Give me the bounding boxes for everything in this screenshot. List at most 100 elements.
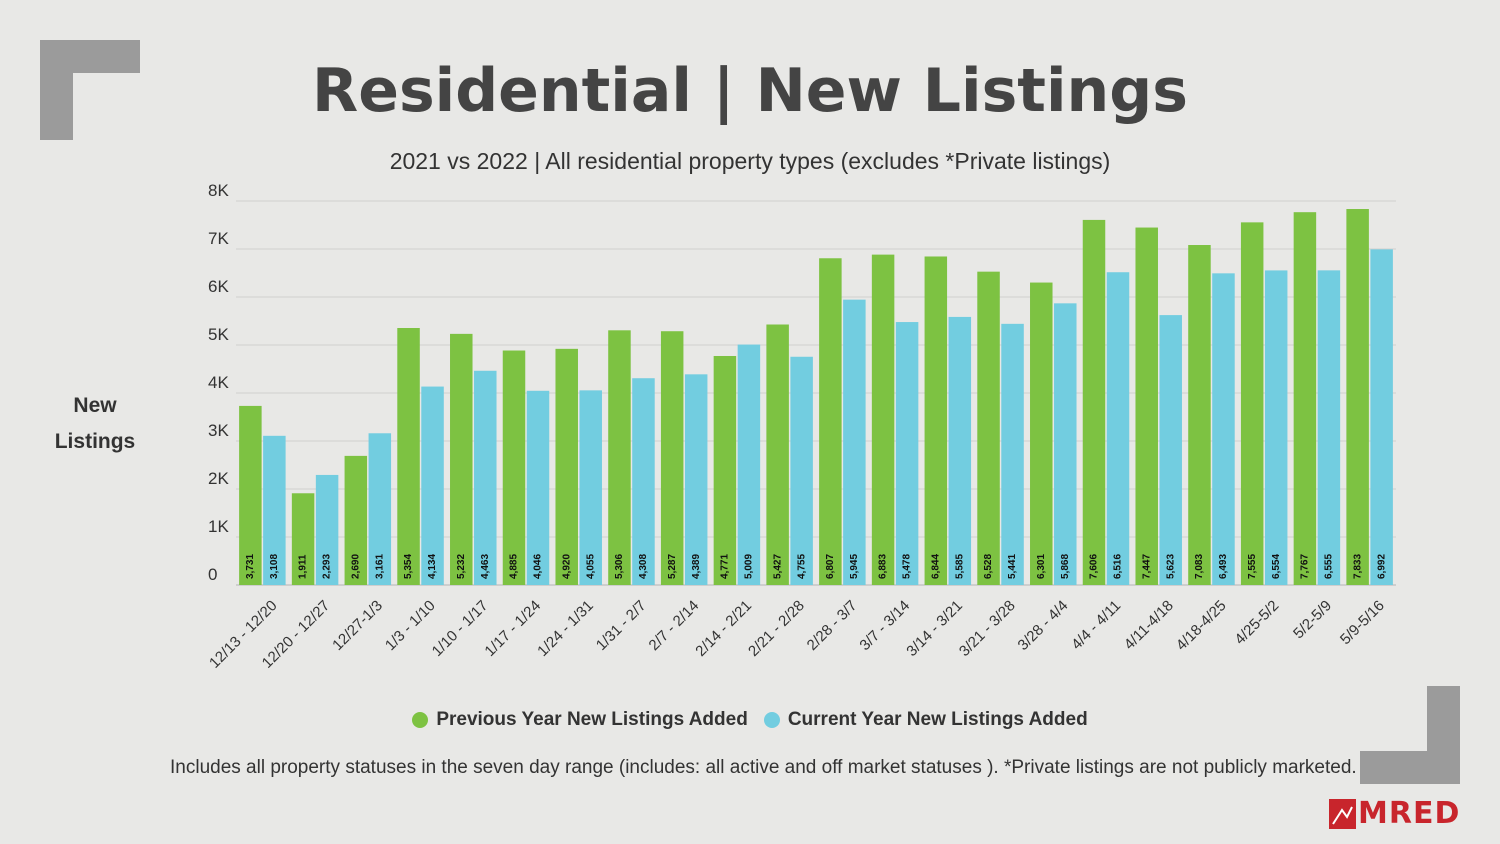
bar-current-year: [1106, 272, 1130, 585]
bar-value-label: 6,493: [1218, 554, 1229, 579]
bar-value-label: 6,807: [825, 554, 836, 579]
bar-previous-year: [1346, 209, 1369, 586]
bar-current-year: [1159, 315, 1182, 585]
bar-value-label: 4,463: [480, 554, 491, 579]
x-tick-label: 2/28 - 3/7: [804, 597, 861, 654]
bar-current-year: [1370, 249, 1393, 585]
bar-current-year: [1212, 273, 1235, 585]
x-tick-label: 1/10 - 1/17: [429, 597, 492, 660]
bar-value-label: 6,992: [1376, 554, 1387, 579]
bar-value-label: 4,389: [691, 554, 702, 579]
bar-value-label: 7,447: [1141, 554, 1152, 579]
bar-value-label: 3,161: [374, 554, 385, 579]
bar-value-label: 6,301: [1036, 554, 1047, 579]
bar-value-label: 4,885: [509, 554, 520, 579]
legend-label-previous-year: Previous Year New Listings Added: [436, 709, 748, 730]
bar-data-labels: 3,731 3,108 1,911 2,293 2,690 3,161 5,354 4,134…: [245, 554, 1387, 579]
bar-value-label: 7,606: [1089, 554, 1100, 579]
x-tick-label: 4/4 - 4/11: [1068, 597, 1124, 653]
bar-value-label: 5,945: [849, 554, 860, 579]
bar-value-label: 6,554: [1271, 554, 1282, 579]
bar-value-label: 5,287: [667, 554, 678, 579]
y-tick-label: 4K: [208, 373, 229, 392]
mred-logo: MRED: [1329, 798, 1460, 830]
bar-value-label: 4,055: [585, 554, 596, 579]
bar-value-label: 6,528: [983, 554, 994, 579]
mred-logo-mark-icon: [1329, 799, 1356, 829]
corner-bottom-right-horizontal: [1360, 751, 1460, 784]
bar-current-year: [737, 344, 761, 585]
bar-previous-year: [1293, 212, 1317, 585]
y-tick-label: 6K: [208, 277, 229, 296]
y-axis-label-line-2: Listings: [54, 430, 136, 453]
bar-previous-year: [977, 271, 1000, 585]
y-tick-label: 5K: [208, 325, 229, 344]
bar-value-label: 2,690: [350, 554, 361, 579]
bar-current-year: [579, 390, 602, 585]
bar-value-label: 5,441: [1007, 554, 1018, 579]
bar-current-year: [1264, 270, 1288, 585]
bar-previous-year: [871, 254, 895, 585]
corner-top-left-horizontal: [40, 40, 140, 73]
x-tick-label: 1/24 - 1/31: [534, 597, 597, 660]
bar-value-label: 5,232: [456, 554, 467, 579]
bar-value-label: 4,046: [533, 554, 544, 579]
bar-current-year: [684, 374, 708, 585]
bar-previous-year: [344, 455, 368, 585]
x-tick-label: 4/11-4/18: [1121, 597, 1177, 653]
bar-previous-year: [397, 328, 420, 585]
bar-value-label: 7,555: [1247, 554, 1258, 579]
bar-current-year: [315, 474, 339, 585]
y-tick-label: 1K: [208, 517, 229, 536]
bar-previous-year: [1030, 282, 1053, 585]
bar-previous-year: [291, 493, 315, 585]
legend: Previous Year New Listings Added Current…: [0, 709, 1500, 731]
legend-swatch-current-year: [763, 712, 780, 728]
bar-value-label: 6,555: [1324, 554, 1335, 579]
bar-chart: 0 1K 2K 3K 4K 5K 6K 7K 8K 3,731 3,108 1,911 2,293 2,…: [206, 181, 1396, 672]
y-tick-label: 7K: [208, 229, 229, 248]
bar-current-year: [790, 356, 813, 585]
bar-previous-year: [1135, 227, 1158, 585]
bar-value-label: 1,911: [298, 554, 309, 579]
bar-current-year: [474, 370, 497, 585]
footnote: Includes all property statuses in the se…: [170, 757, 1357, 778]
bar-value-label: 5,306: [614, 554, 625, 579]
y-tick-label: 2K: [208, 469, 229, 488]
bar-previous-year: [766, 324, 789, 585]
x-tick-label: 4/25-5/2: [1231, 597, 1282, 648]
bar-previous-year: [450, 333, 473, 585]
bars: [239, 209, 1393, 586]
bar-previous-year: [660, 331, 684, 585]
x-tick-label: 3/14 - 3/21: [903, 597, 966, 660]
bar-previous-year: [608, 330, 631, 585]
bar-previous-year: [239, 405, 262, 585]
bar-value-label: 5,868: [1060, 554, 1071, 579]
bar-value-label: 7,767: [1300, 554, 1311, 579]
x-tick-label: 12/27-1/3: [329, 597, 386, 654]
bar-current-year: [1001, 323, 1024, 585]
bar-current-year: [1317, 270, 1341, 585]
bar-value-label: 3,731: [245, 554, 256, 579]
bar-current-year: [632, 378, 655, 585]
bar-value-label: 4,308: [638, 554, 649, 579]
bar-current-year: [843, 299, 866, 585]
bar-value-label: 3,108: [269, 554, 280, 579]
y-axis-label: New Listings: [40, 388, 150, 460]
legend-item-current-year: Current Year New Listings Added: [763, 709, 1088, 731]
bar-current-year: [368, 433, 392, 585]
bar-value-label: 5,478: [902, 554, 913, 579]
bar-value-label: 4,134: [427, 554, 438, 579]
x-tick-label: 3/28 - 4/4: [1015, 597, 1072, 654]
x-tick-label: 5/9-5/16: [1337, 597, 1388, 648]
x-tick-label: 2/21 - 2/28: [745, 597, 808, 660]
bar-value-label: 5,585: [954, 554, 965, 579]
bar-previous-year: [1240, 222, 1264, 586]
bar-value-label: 6,883: [878, 554, 889, 579]
bar-current-year: [263, 435, 286, 585]
x-tick-label: 1/31 - 2/7: [593, 597, 650, 654]
y-tick-label: 3K: [208, 421, 229, 440]
y-axis-ticks: 0 1K 2K 3K 4K 5K 6K 7K 8K: [208, 181, 229, 584]
bar-current-year: [948, 316, 972, 585]
